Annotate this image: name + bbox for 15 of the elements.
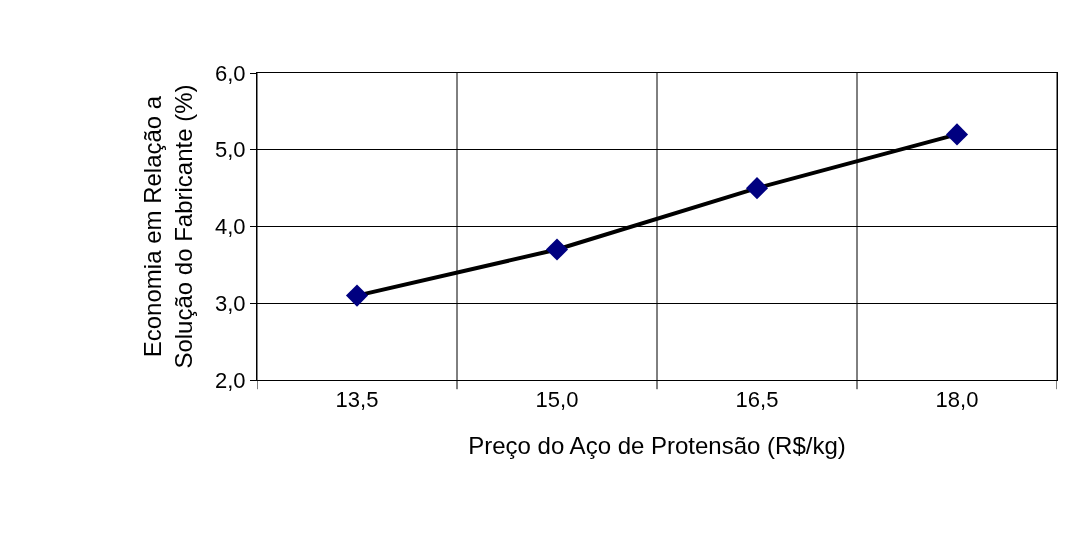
point xyxy=(945,123,969,146)
x-tick-label: 13,5 xyxy=(335,387,379,413)
point xyxy=(345,284,369,307)
y-tick-label: 3,0 xyxy=(215,290,246,316)
x-tick-label: 15,0 xyxy=(535,387,579,413)
y-axis-title: Economia em Relação a Solução do Fabricante (%) xyxy=(138,84,198,369)
y-tick-label: 4,0 xyxy=(215,214,246,240)
y-tick-label: 2,0 xyxy=(215,367,246,393)
x-tick-label: 16,5 xyxy=(735,387,779,413)
point xyxy=(545,238,569,261)
x-tick-label: 18,0 xyxy=(935,387,979,413)
point xyxy=(745,177,769,200)
y-tick-label: 6,0 xyxy=(215,60,246,86)
y-tick-label: 5,0 xyxy=(215,137,246,163)
x-axis-title: Preço do Aço de Protensão (R$/kg) xyxy=(468,431,846,459)
